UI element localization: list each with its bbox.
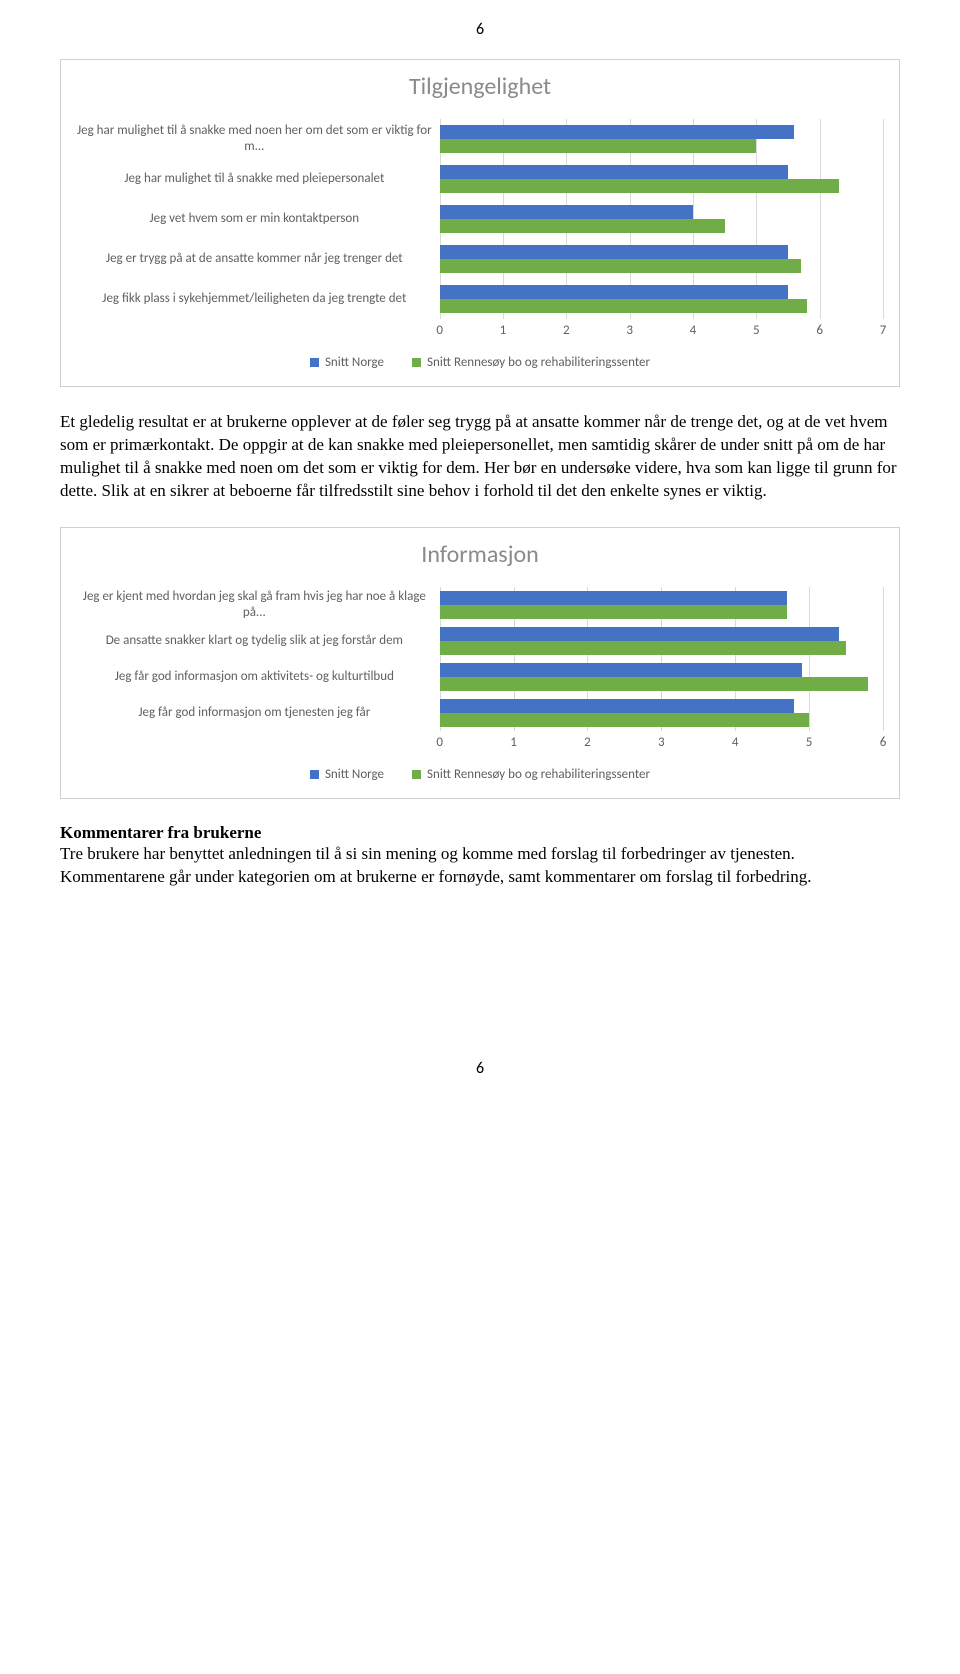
axis-tick: 3	[658, 735, 665, 750]
chart-bar	[440, 699, 795, 713]
axis-tick: 5	[753, 323, 760, 338]
paragraph-2: Tre brukere har benyttet anledningen til…	[60, 843, 900, 889]
chart-category-label: De ansatte snakker klart og tydelig slik…	[77, 623, 432, 659]
page-number-top: 6	[60, 20, 900, 39]
legend-swatch-icon	[310, 358, 319, 367]
axis-tick: 6	[816, 323, 823, 338]
chart2-y-labels: Jeg er kjent med hvordan jeg skal gå fra…	[77, 587, 432, 731]
chart-category-label: Jeg får god informasjon om tjenesten jeg…	[77, 695, 432, 731]
bar-group	[440, 239, 883, 279]
axis-tick: 1	[500, 323, 507, 338]
chart-category-label: Jeg har mulighet til å snakke med noen h…	[77, 119, 432, 159]
legend-label: Snitt Rennesøy bo og rehabiliteringssent…	[427, 767, 650, 782]
chart-category-label: Jeg fikk plass i sykehjemmet/leiligheten…	[77, 279, 432, 319]
chart-bar	[440, 641, 846, 655]
bar-group	[440, 119, 883, 159]
chart-bar	[440, 299, 807, 313]
chart-bar	[440, 713, 809, 727]
axis-tick: 0	[436, 323, 443, 338]
legend-item-snitt-rennesoy: Snitt Rennesøy bo og rehabiliteringssent…	[412, 355, 650, 370]
legend-swatch-icon	[310, 770, 319, 779]
axis-tick: 2	[584, 735, 591, 750]
legend-swatch-icon	[412, 358, 421, 367]
bar-group	[440, 587, 883, 623]
bar-group	[440, 659, 883, 695]
chart-category-label: Jeg er kjent med hvordan jeg skal gå fra…	[77, 587, 432, 623]
chart-bar	[440, 605, 787, 619]
chart-bar	[440, 677, 869, 691]
legend-label: Snitt Norge	[325, 355, 384, 370]
chart-category-label: Jeg får god informasjon om aktivitets- o…	[77, 659, 432, 695]
legend-item-snitt-rennesoy: Snitt Rennesøy bo og rehabiliteringssent…	[412, 767, 650, 782]
chart-category-label: Jeg har mulighet til å snakke med pleiep…	[77, 159, 432, 199]
bar-group	[440, 695, 883, 731]
chart-bar	[440, 219, 725, 233]
chart1-x-axis: 01234567	[440, 323, 883, 341]
chart2-x-axis: 0123456	[440, 735, 883, 753]
axis-tick: 6	[880, 735, 887, 750]
chart1-legend: Snitt Norge Snitt Rennesøy bo og rehabil…	[77, 355, 883, 370]
legend-item-snitt-norge: Snitt Norge	[310, 355, 384, 370]
axis-tick: 7	[880, 323, 887, 338]
chart2-legend: Snitt Norge Snitt Rennesøy bo og rehabil…	[77, 767, 883, 782]
chart1-title: Tilgjengelighet	[77, 72, 883, 101]
axis-tick: 2	[563, 323, 570, 338]
axis-tick: 3	[626, 323, 633, 338]
axis-tick: 4	[690, 323, 697, 338]
chart-category-label: Jeg er trygg på at de ansatte kommer når…	[77, 239, 432, 279]
bar-group	[440, 159, 883, 199]
legend-item-snitt-norge: Snitt Norge	[310, 767, 384, 782]
page-number-bottom: 6	[60, 1059, 900, 1078]
chart-bar	[440, 285, 788, 299]
bar-group	[440, 279, 883, 319]
axis-tick: 0	[436, 735, 443, 750]
chart-bar	[440, 627, 839, 641]
bar-group	[440, 199, 883, 239]
chart1-bars	[440, 119, 883, 319]
legend-label: Snitt Rennesøy bo og rehabiliteringssent…	[427, 355, 650, 370]
chart2-bars	[440, 587, 883, 731]
chart1-y-labels: Jeg har mulighet til å snakke med noen h…	[77, 119, 432, 319]
bar-group	[440, 623, 883, 659]
chart-tilgjengelighet: Tilgjengelighet Jeg har mulighet til å s…	[60, 59, 900, 387]
chart-bar	[440, 125, 795, 139]
chart-bar	[440, 165, 788, 179]
axis-tick: 5	[806, 735, 813, 750]
chart-bar	[440, 245, 788, 259]
axis-tick: 1	[510, 735, 517, 750]
chart-bar	[440, 205, 693, 219]
legend-label: Snitt Norge	[325, 767, 384, 782]
axis-tick: 4	[732, 735, 739, 750]
paragraph-1: Et gledelig resultat er at brukerne oppl…	[60, 411, 900, 503]
chart-bar	[440, 259, 801, 273]
legend-swatch-icon	[412, 770, 421, 779]
heading-kommentarer: Kommentarer fra brukerne	[60, 823, 261, 842]
chart-bar	[440, 139, 757, 153]
chart-informasjon: Informasjon Jeg er kjent med hvordan jeg…	[60, 527, 900, 799]
chart-bar	[440, 179, 839, 193]
chart-bar	[440, 591, 787, 605]
chart-category-label: Jeg vet hvem som er min kontaktperson	[77, 199, 432, 239]
chart-bar	[440, 663, 802, 677]
chart2-title: Informasjon	[77, 540, 883, 569]
